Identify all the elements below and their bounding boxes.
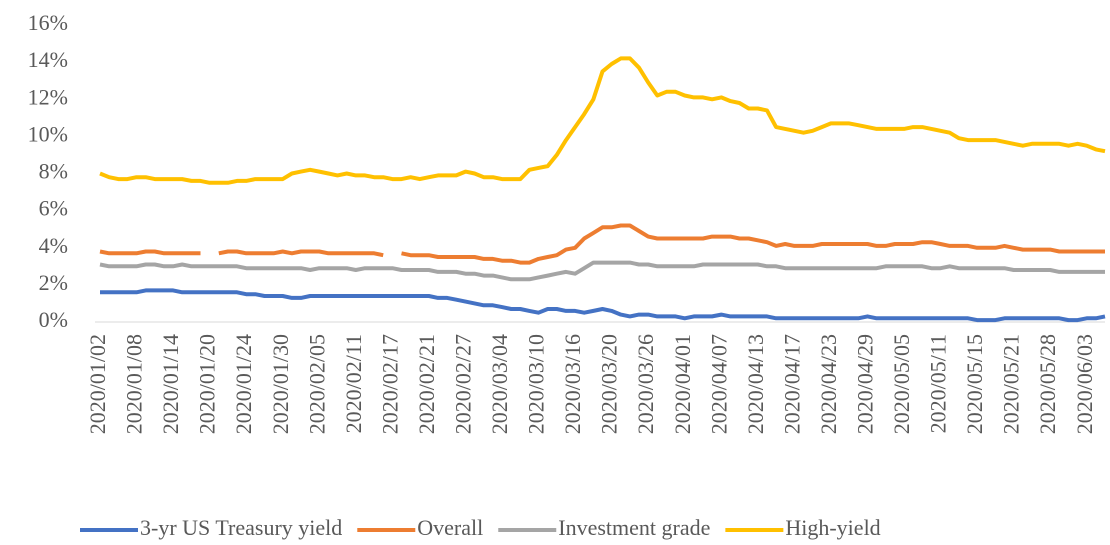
y-tick-label: 12% xyxy=(28,84,68,109)
legend-label: High-yield xyxy=(785,515,880,540)
x-tick-label: 2020/02/11 xyxy=(341,334,366,433)
x-tick-label: 2020/05/05 xyxy=(889,334,914,434)
y-tick-label: 10% xyxy=(28,121,68,146)
legend-label: Overall xyxy=(417,515,483,540)
y-tick-label: 2% xyxy=(39,270,68,295)
x-tick-label: 2020/03/10 xyxy=(524,334,549,434)
x-tick-label: 2020/01/30 xyxy=(268,334,293,434)
x-tick-label: 2020/05/11 xyxy=(926,334,951,433)
x-tick-label: 2020/03/16 xyxy=(560,334,585,434)
x-tick-label: 2020/04/01 xyxy=(670,334,695,434)
x-tick-label: 2020/02/27 xyxy=(451,334,476,434)
x-tick-label: 2020/01/14 xyxy=(158,334,183,434)
series-line xyxy=(99,223,1105,265)
series-line xyxy=(99,260,1105,282)
y-tick-label: 0% xyxy=(39,307,68,332)
legend-label: Investment grade xyxy=(558,515,710,540)
x-tick-label: 2020/02/21 xyxy=(414,334,439,434)
x-tick-label: 2020/04/07 xyxy=(706,334,731,434)
x-tick-label: 2020/01/20 xyxy=(195,334,220,434)
series-line xyxy=(99,56,1106,185)
x-tick-label: 2020/01/02 xyxy=(85,334,110,434)
x-tick-label: 2020/04/17 xyxy=(779,334,804,434)
x-tick-label: 2020/05/28 xyxy=(1035,334,1060,434)
y-tick-label: 4% xyxy=(39,233,68,258)
x-tick-label: 2020/01/08 xyxy=(122,334,147,434)
x-tick-label: 2020/03/26 xyxy=(633,334,658,434)
x-tick-label: 2020/06/03 xyxy=(1072,334,1097,434)
x-tick-label: 2020/01/24 xyxy=(231,334,256,434)
x-tick-label: 2020/03/20 xyxy=(597,334,622,434)
y-tick-label: 16% xyxy=(28,10,68,35)
y-tick-label: 8% xyxy=(39,159,68,184)
x-tick-label: 2020/02/17 xyxy=(377,334,402,434)
x-tick-label: 2020/03/04 xyxy=(487,334,512,434)
legend-label: 3-yr US Treasury yield xyxy=(140,515,342,540)
series-line xyxy=(100,288,1106,323)
x-tick-label: 2020/02/05 xyxy=(304,334,329,434)
x-tick-label: 2020/05/21 xyxy=(999,334,1024,434)
x-tick-label: 2020/04/13 xyxy=(743,334,768,434)
x-tick-label: 2020/04/29 xyxy=(853,334,878,434)
x-tick-label: 2020/05/15 xyxy=(962,334,987,434)
y-tick-label: 14% xyxy=(28,47,68,72)
x-tick-label: 2020/04/23 xyxy=(816,334,841,434)
y-tick-label: 6% xyxy=(39,196,68,221)
